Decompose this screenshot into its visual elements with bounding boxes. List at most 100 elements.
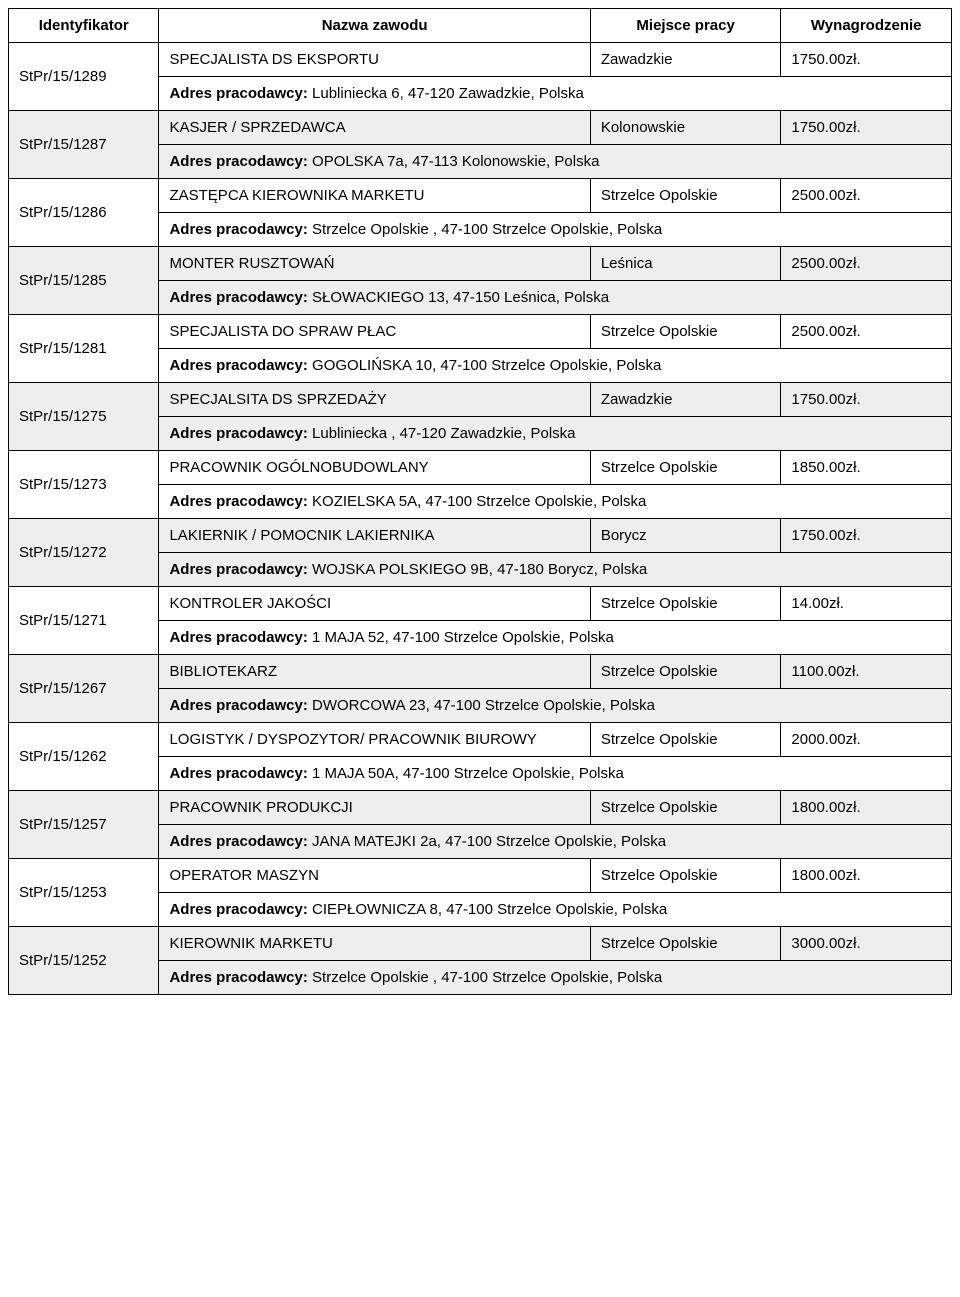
cell-place: Strzelce Opolskie [590,451,781,485]
address-value: CIEPŁOWNICZA 8, 47-100 Strzelce Opolskie… [308,901,667,918]
cell-job: KASJER / SPRZEDAWCA [159,111,590,145]
address-label: Adres pracodawcy: [169,289,307,306]
cell-id: StPr/15/1287 [9,111,159,179]
table-row: StPr/15/1275SPECJALSITA DS SPRZEDAŻYZawa… [9,383,952,417]
cell-job: MONTER RUSZTOWAŃ [159,247,590,281]
cell-id: StPr/15/1285 [9,247,159,315]
cell-salary: 2500.00zł. [781,247,952,281]
cell-address: Adres pracodawcy: Strzelce Opolskie , 47… [159,961,952,995]
table-row: StPr/15/1267BIBLIOTEKARZStrzelce Opolski… [9,655,952,689]
cell-address: Adres pracodawcy: KOZIELSKA 5A, 47-100 S… [159,485,952,519]
cell-job: PRACOWNIK PRODUKCJI [159,791,590,825]
cell-id: StPr/15/1286 [9,179,159,247]
address-label: Adres pracodawcy: [169,493,307,510]
address-label: Adres pracodawcy: [169,901,307,918]
cell-address: Adres pracodawcy: Strzelce Opolskie , 47… [159,213,952,247]
address-value: KOZIELSKA 5A, 47-100 Strzelce Opolskie, … [308,493,647,510]
cell-place: Zawadzkie [590,43,781,77]
table-row: StPr/15/1262LOGISTYK / DYSPOZYTOR/ PRACO… [9,723,952,757]
cell-id: StPr/15/1257 [9,791,159,859]
cell-id: StPr/15/1267 [9,655,159,723]
cell-address: Adres pracodawcy: 1 MAJA 52, 47-100 Strz… [159,621,952,655]
cell-salary: 2000.00zł. [781,723,952,757]
cell-place: Zawadzkie [590,383,781,417]
address-value: Lubliniecka , 47-120 Zawadzkie, Polska [308,425,576,442]
cell-salary: 1850.00zł. [781,451,952,485]
table-row: StPr/15/1287KASJER / SPRZEDAWCAKolonowsk… [9,111,952,145]
cell-place: Strzelce Opolskie [590,179,781,213]
cell-place: Strzelce Opolskie [590,859,781,893]
cell-salary: 1800.00zł. [781,859,952,893]
table-row: StPr/15/1273PRACOWNIK OGÓLNOBUDOWLANYStr… [9,451,952,485]
address-label: Adres pracodawcy: [169,833,307,850]
address-value: JANA MATEJKI 2a, 47-100 Strzelce Opolski… [308,833,666,850]
cell-address: Adres pracodawcy: DWORCOWA 23, 47-100 St… [159,689,952,723]
cell-place: Strzelce Opolskie [590,655,781,689]
address-value: 1 MAJA 52, 47-100 Strzelce Opolskie, Pol… [308,629,614,646]
cell-salary: 3000.00zł. [781,927,952,961]
cell-address: Adres pracodawcy: CIEPŁOWNICZA 8, 47-100… [159,893,952,927]
address-value: SŁOWACKIEGO 13, 47-150 Leśnica, Polska [308,289,609,306]
table-header-row: Identyfikator Nazwa zawodu Miejsce pracy… [9,9,952,43]
address-label: Adres pracodawcy: [169,85,307,102]
cell-place: Borycz [590,519,781,553]
cell-place: Strzelce Opolskie [590,791,781,825]
cell-address: Adres pracodawcy: Lubliniecka , 47-120 Z… [159,417,952,451]
cell-salary: 1750.00zł. [781,519,952,553]
cell-job: ZASTĘPCA KIEROWNIKA MARKETU [159,179,590,213]
cell-job: KONTROLER JAKOŚCI [159,587,590,621]
cell-id: StPr/15/1252 [9,927,159,995]
address-value: OPOLSKA 7a, 47-113 Kolonowskie, Polska [308,153,600,170]
address-label: Adres pracodawcy: [169,425,307,442]
address-value: Lubliniecka 6, 47-120 Zawadzkie, Polska [308,85,584,102]
col-header-salary: Wynagrodzenie [781,9,952,43]
cell-job: KIEROWNIK MARKETU [159,927,590,961]
cell-job: SPECJALSITA DS SPRZEDAŻY [159,383,590,417]
cell-salary: 1750.00zł. [781,43,952,77]
table-row: StPr/15/1257PRACOWNIK PRODUKCJIStrzelce … [9,791,952,825]
table-row: StPr/15/1271KONTROLER JAKOŚCIStrzelce Op… [9,587,952,621]
address-label: Adres pracodawcy: [169,153,307,170]
cell-address: Adres pracodawcy: WOJSKA POLSKIEGO 9B, 4… [159,553,952,587]
cell-id: StPr/15/1272 [9,519,159,587]
cell-id: StPr/15/1281 [9,315,159,383]
cell-salary: 1800.00zł. [781,791,952,825]
address-value: GOGOLIŃSKA 10, 47-100 Strzelce Opolskie,… [308,357,662,374]
cell-salary: 1100.00zł. [781,655,952,689]
cell-id: StPr/15/1271 [9,587,159,655]
cell-job: PRACOWNIK OGÓLNOBUDOWLANY [159,451,590,485]
cell-id: StPr/15/1253 [9,859,159,927]
cell-id: StPr/15/1275 [9,383,159,451]
cell-address: Adres pracodawcy: OPOLSKA 7a, 47-113 Kol… [159,145,952,179]
cell-job: OPERATOR MASZYN [159,859,590,893]
cell-id: StPr/15/1262 [9,723,159,791]
table-row: StPr/15/1286ZASTĘPCA KIEROWNIKA MARKETUS… [9,179,952,213]
cell-id: StPr/15/1289 [9,43,159,111]
address-label: Adres pracodawcy: [169,629,307,646]
address-value: Strzelce Opolskie , 47-100 Strzelce Opol… [308,969,662,986]
cell-address: Adres pracodawcy: JANA MATEJKI 2a, 47-10… [159,825,952,859]
cell-salary: 2500.00zł. [781,179,952,213]
col-header-place: Miejsce pracy [590,9,781,43]
address-label: Adres pracodawcy: [169,561,307,578]
cell-address: Adres pracodawcy: GOGOLIŃSKA 10, 47-100 … [159,349,952,383]
address-value: WOJSKA POLSKIEGO 9B, 47-180 Borycz, Pols… [308,561,647,578]
cell-job: SPECJALISTA DS EKSPORTU [159,43,590,77]
cell-salary: 1750.00zł. [781,111,952,145]
cell-place: Strzelce Opolskie [590,315,781,349]
cell-salary: 1750.00zł. [781,383,952,417]
cell-job: SPECJALISTA DO SPRAW PŁAC [159,315,590,349]
cell-job: BIBLIOTEKARZ [159,655,590,689]
cell-place: Strzelce Opolskie [590,927,781,961]
cell-place: Kolonowskie [590,111,781,145]
address-value: DWORCOWA 23, 47-100 Strzelce Opolskie, P… [308,697,655,714]
job-listings-table: Identyfikator Nazwa zawodu Miejsce pracy… [8,8,952,995]
address-label: Adres pracodawcy: [169,221,307,238]
table-row: StPr/15/1253OPERATOR MASZYNStrzelce Opol… [9,859,952,893]
cell-address: Adres pracodawcy: Lubliniecka 6, 47-120 … [159,77,952,111]
cell-place: Strzelce Opolskie [590,587,781,621]
address-value: Strzelce Opolskie , 47-100 Strzelce Opol… [308,221,662,238]
cell-place: Strzelce Opolskie [590,723,781,757]
cell-address: Adres pracodawcy: 1 MAJA 50A, 47-100 Str… [159,757,952,791]
cell-salary: 2500.00zł. [781,315,952,349]
